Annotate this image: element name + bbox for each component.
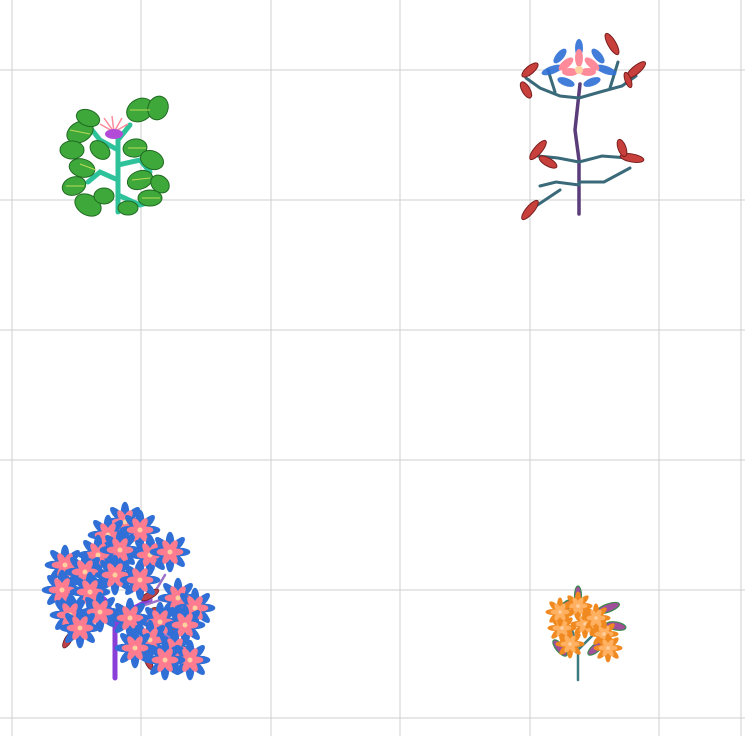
flower-leaves bbox=[519, 32, 647, 221]
small-shrub-plant[interactable] bbox=[545, 585, 627, 682]
bush-leaves bbox=[59, 95, 170, 217]
flowering-tree-plant[interactable] bbox=[41, 501, 216, 681]
tree-blossom bbox=[59, 607, 101, 649]
bush-leaf-veins bbox=[66, 109, 160, 199]
tall-flower-plant[interactable] bbox=[518, 32, 648, 222]
tree-flower-cluster bbox=[41, 501, 216, 681]
shrub-blossom bbox=[593, 633, 623, 663]
tree-blossom bbox=[144, 639, 186, 681]
flower-head bbox=[541, 39, 617, 87]
shrub-blossom bbox=[555, 629, 585, 659]
shrub-blossom bbox=[581, 603, 611, 633]
tree-blossom bbox=[44, 544, 86, 586]
leafy-bush-plant[interactable] bbox=[59, 93, 173, 220]
flower-stems bbox=[573, 82, 582, 216]
tree-blossom bbox=[149, 531, 191, 573]
tree-blossom bbox=[164, 604, 206, 646]
tree-blossom bbox=[119, 509, 161, 551]
tree-blossom bbox=[119, 559, 161, 601]
tree-blossom bbox=[114, 627, 156, 669]
bush-flower bbox=[99, 115, 129, 139]
shrub-flower-cluster bbox=[545, 591, 623, 663]
shrub-blossom bbox=[545, 597, 575, 627]
